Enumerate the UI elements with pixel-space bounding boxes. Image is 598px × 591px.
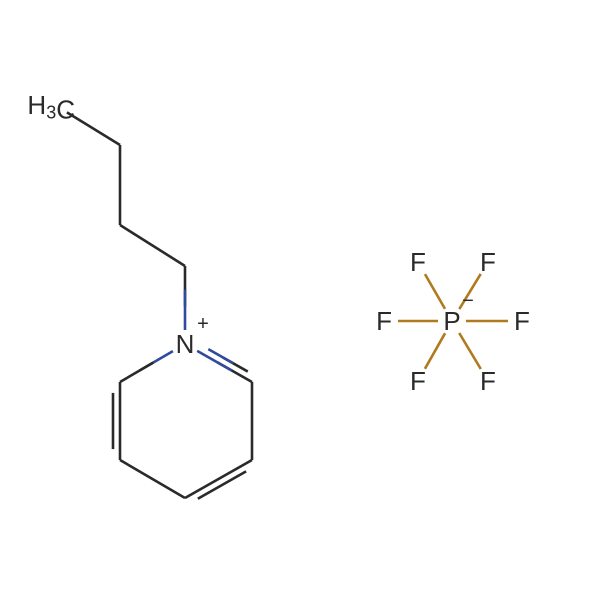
charge-label: +: [197, 313, 209, 335]
charge-label: −: [462, 290, 474, 312]
f-atom-label: F: [480, 247, 496, 277]
p-atom-label: P: [443, 306, 460, 336]
f-atom-label: F: [480, 366, 496, 396]
f-atom-label: F: [514, 306, 530, 336]
n-atom-label: N: [176, 329, 195, 359]
f-atom-label: F: [410, 247, 426, 277]
c-atom-label: H3C: [27, 90, 75, 125]
f-atom-label: F: [410, 366, 426, 396]
f-atom-label: F: [376, 306, 392, 336]
molecule-canvas: H3CN+P−FFFFFF: [0, 0, 598, 591]
